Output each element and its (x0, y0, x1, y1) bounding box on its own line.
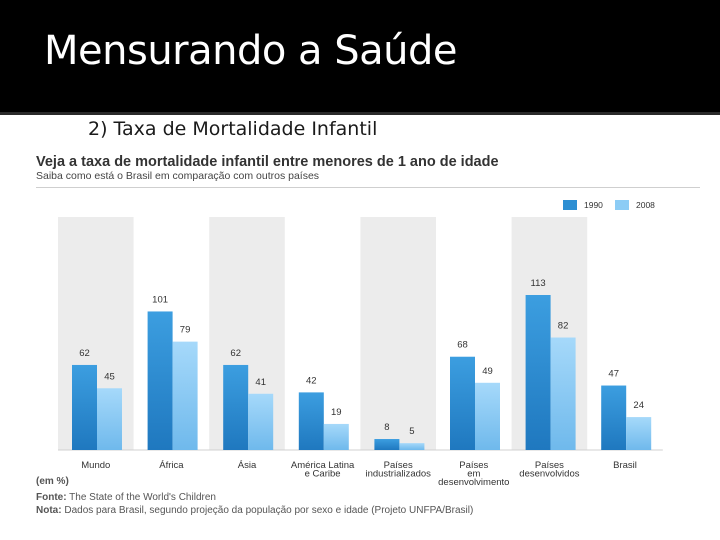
category-label: América Latina (291, 460, 355, 471)
category-label: desenvolvimento (438, 477, 509, 488)
category-label: Países (459, 460, 488, 471)
bar-1990-6 (525, 295, 551, 450)
source-line: Fonte: The State of the World's Children (36, 492, 216, 503)
category-label: Ásia (238, 460, 257, 471)
value-label: 19 (331, 407, 342, 418)
unit-label: (em %) (36, 476, 69, 487)
value-label: 82 (558, 321, 569, 332)
value-label: 41 (255, 377, 266, 388)
value-label: 5 (409, 426, 414, 437)
category-label: África (159, 460, 184, 471)
slide-subtitle: 2) Taxa de Mortalidade Infantil (88, 118, 378, 140)
legend-swatch-2008 (615, 200, 629, 210)
bar-2008-5 (475, 382, 500, 450)
category-label: industrializados (365, 469, 431, 480)
value-label: 47 (608, 369, 619, 380)
category-band (360, 217, 436, 450)
note-label: Nota: (36, 505, 62, 516)
bar-2008-0 (97, 388, 122, 450)
category-label: em (467, 469, 480, 480)
header-divider (0, 112, 720, 115)
category-label: Países (535, 460, 564, 471)
category-label: e Caribe (305, 469, 341, 480)
legend-swatch-1990 (563, 200, 577, 210)
note-text: Dados para Brasil, segundo projeção da p… (64, 505, 474, 516)
source-text: The State of the World's Children (69, 492, 216, 503)
bar-1990-0 (72, 364, 97, 450)
bar-1990-5 (450, 356, 475, 450)
slide-header (0, 0, 720, 112)
source-label: Fonte: (36, 492, 67, 503)
category-label: Países (384, 460, 413, 471)
value-label: 24 (633, 400, 644, 411)
category-label: Mundo (81, 460, 110, 471)
value-label: 113 (531, 278, 546, 289)
bar-1990-7 (601, 385, 627, 450)
note-line: Nota: Dados para Brasil, segundo projeçã… (36, 505, 473, 516)
value-label: 62 (79, 348, 90, 359)
category-label: Brasil (613, 460, 637, 471)
bar-1990-2 (223, 364, 249, 450)
slide-title: Mensurando a Saúde (44, 28, 458, 74)
bar-2008-6 (550, 337, 576, 450)
bar-2008-4 (399, 443, 425, 450)
bar-2008-7 (626, 417, 652, 450)
legend-label: 1990 (584, 200, 603, 210)
value-label: 8 (384, 422, 389, 433)
bar-1990-1 (147, 311, 173, 450)
chart-subtitle: Saiba como está o Brasil em comparação c… (36, 170, 320, 182)
category-label: desenvolvidos (519, 469, 579, 480)
chart-title: Veja a taxa de mortalidade infantil entr… (36, 154, 499, 170)
bar-2008-2 (248, 393, 274, 450)
value-label: 101 (152, 294, 168, 305)
value-label: 79 (180, 325, 191, 336)
chart-title-divider (36, 187, 700, 188)
value-label: 68 (457, 340, 468, 351)
bar-1990-4 (374, 439, 400, 450)
value-label: 62 (230, 348, 241, 359)
bar-1990-3 (298, 392, 324, 450)
value-label: 45 (104, 371, 115, 382)
value-label: 49 (482, 366, 493, 377)
legend-label: 2008 (636, 200, 655, 210)
bar-2008-3 (323, 423, 349, 450)
value-label: 42 (306, 375, 317, 386)
bar-2008-1 (172, 341, 198, 450)
